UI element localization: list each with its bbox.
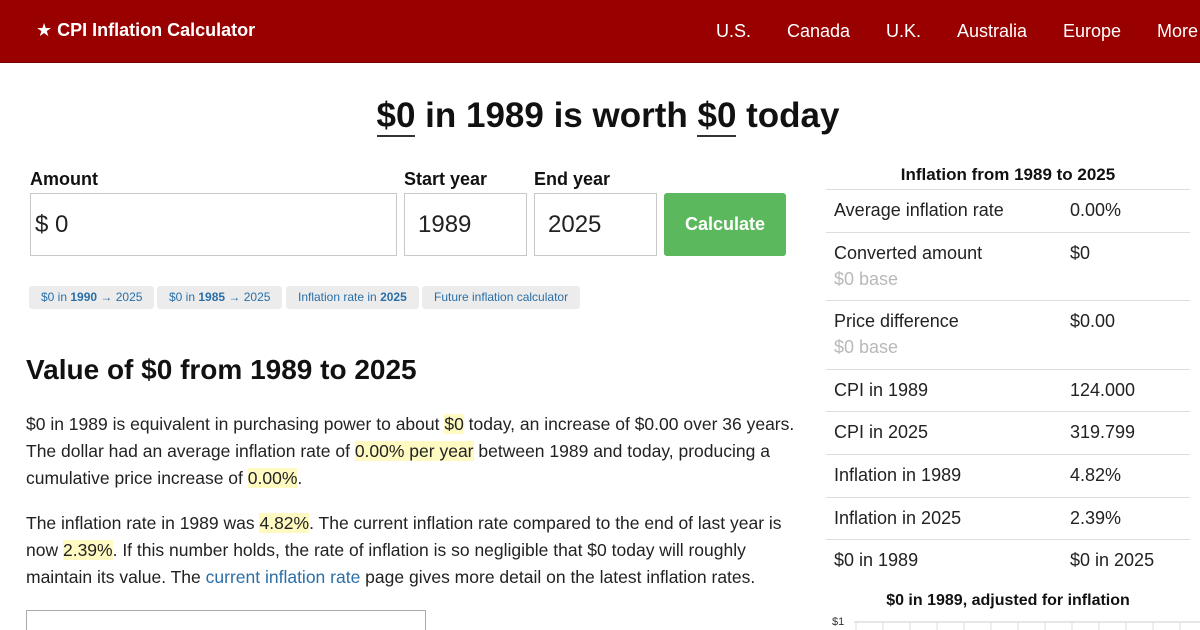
- quick-link-inflation-rate-2025[interactable]: Inflation rate in 2025: [286, 286, 419, 309]
- stat-value: $0.00: [1070, 311, 1116, 331]
- divider: [826, 411, 1190, 412]
- dollar-prefix: $: [35, 211, 49, 238]
- amount-input[interactable]: $ 0: [30, 193, 397, 256]
- divider: [826, 454, 1190, 455]
- y-tick-label: $1: [832, 616, 844, 628]
- inflation-paragraph: The inflation rate in 1989 was 4.82%. Th…: [26, 510, 796, 591]
- chip-text: Future inflation calculator: [434, 290, 569, 304]
- nav-canada[interactable]: Canada: [787, 21, 851, 41]
- chip-text: → 2025: [225, 290, 271, 304]
- text: page gives more detail on the latest inf…: [360, 567, 756, 587]
- stat-value: $0 in 2025: [1070, 550, 1155, 570]
- headline-amount: $0: [376, 96, 416, 137]
- text: between 1989 and today, producing a cumu…: [26, 441, 770, 488]
- stat-label: CPI in 2025: [834, 422, 929, 442]
- mini-chart: $1: [832, 616, 1200, 630]
- stat-sublabel: $0 base: [834, 337, 899, 357]
- divider: [826, 497, 1190, 498]
- highlight-value: $0: [444, 414, 464, 434]
- chip-text: Inflation rate in: [298, 290, 381, 304]
- end-year-value: 2025: [548, 211, 602, 238]
- stat-label: CPI in 1989: [834, 380, 929, 400]
- divider: [826, 369, 1190, 370]
- calculate-button[interactable]: Calculate: [664, 193, 786, 256]
- chip-year: 1990: [70, 290, 98, 304]
- quick-link-1985[interactable]: $0 in 1985 → 2025: [157, 286, 283, 309]
- chip-year: 2025: [380, 290, 407, 304]
- divider: [826, 189, 1190, 190]
- top-navbar: ★ CPI Inflation Calculator U.S. Canada U…: [0, 0, 1200, 63]
- nav-us[interactable]: U.S.: [716, 21, 752, 41]
- amount-label: Amount: [30, 169, 98, 189]
- start-year-value: 1989: [418, 211, 472, 238]
- quick-link-future-calculator[interactable]: Future inflation calculator: [422, 286, 581, 309]
- divider: [826, 300, 1190, 301]
- nav-uk[interactable]: U.K.: [886, 21, 922, 41]
- headline-mid: in 1989 is worth: [415, 96, 698, 135]
- headline-result: $0: [697, 96, 737, 137]
- text: . The current inflation rate compared to…: [26, 513, 782, 560]
- divider: [826, 539, 1190, 540]
- mini-chart-title: $0 in 1989, adjusted for inflation: [886, 592, 1130, 609]
- page-title: $0 in 1989 is worth $0 today: [0, 96, 1200, 137]
- end-year-label: End year: [534, 169, 611, 189]
- text: $0 in 1989 is equivalent in purchasing p…: [26, 414, 445, 434]
- nav-europe[interactable]: Europe: [1063, 21, 1122, 41]
- text: today, an increase of $0.00 over 36 year…: [26, 414, 795, 461]
- text: .: [297, 468, 303, 488]
- headline-suffix: today: [736, 96, 840, 135]
- text: The inflation rate in 1989 was: [26, 513, 260, 533]
- stat-label: Converted amount: [834, 243, 983, 263]
- sidebar-title: Inflation from 1989 to 2025: [900, 165, 1116, 184]
- highlight-value: 2.39%: [62, 540, 113, 560]
- stat-value: 0.00%: [1070, 200, 1122, 220]
- quick-link-1990[interactable]: $0 in 1990 → 2025: [29, 286, 155, 309]
- stat-label: $0 in 1989: [834, 550, 919, 570]
- highlight-value: 0.00%: [247, 468, 298, 488]
- nav-more[interactable]: More: [1157, 21, 1199, 41]
- stat-label: Average inflation rate: [834, 200, 1004, 220]
- chip-year: 1985: [198, 290, 226, 304]
- summary-paragraph: $0 in 1989 is equivalent in purchasing p…: [26, 411, 796, 492]
- start-year-input[interactable]: 1989: [404, 193, 527, 256]
- amount-value: 0: [55, 211, 69, 238]
- nav-australia[interactable]: Australia: [957, 21, 1028, 41]
- highlight-value: 0.00% per year: [354, 441, 474, 461]
- stat-sublabel: $0 base: [834, 269, 899, 289]
- highlight-value: 4.82%: [259, 513, 310, 533]
- divider: [826, 232, 1190, 233]
- stat-value: 2.39%: [1070, 508, 1122, 528]
- main-nav: U.S. Canada U.K. Australia Europe More: [0, 21, 1200, 43]
- chip-text: $0 in: [169, 290, 199, 304]
- current-inflation-rate-link[interactable]: current inflation rate: [205, 567, 361, 587]
- stat-label: Inflation in 2025: [834, 508, 962, 528]
- start-year-label: Start year: [404, 169, 488, 189]
- stat-value: $0: [1070, 243, 1091, 263]
- stat-value: 4.82%: [1070, 465, 1122, 485]
- brand-logo-link[interactable]: ★ CPI Inflation Calculator: [36, 20, 256, 40]
- stat-value: 319.799: [1070, 422, 1136, 442]
- chip-text: $0 in: [41, 290, 71, 304]
- stat-label: Price difference: [834, 311, 959, 331]
- chip-text: → 2025: [97, 290, 143, 304]
- section-title: Value of $0 from 1989 to 2025: [26, 354, 417, 385]
- chart-container: [26, 610, 426, 630]
- stat-label: Inflation in 1989: [834, 465, 962, 485]
- text: . If this number holds, the rate of infl…: [26, 540, 746, 587]
- end-year-input[interactable]: 2025: [534, 193, 657, 256]
- stat-value: 124.000: [1070, 380, 1136, 400]
